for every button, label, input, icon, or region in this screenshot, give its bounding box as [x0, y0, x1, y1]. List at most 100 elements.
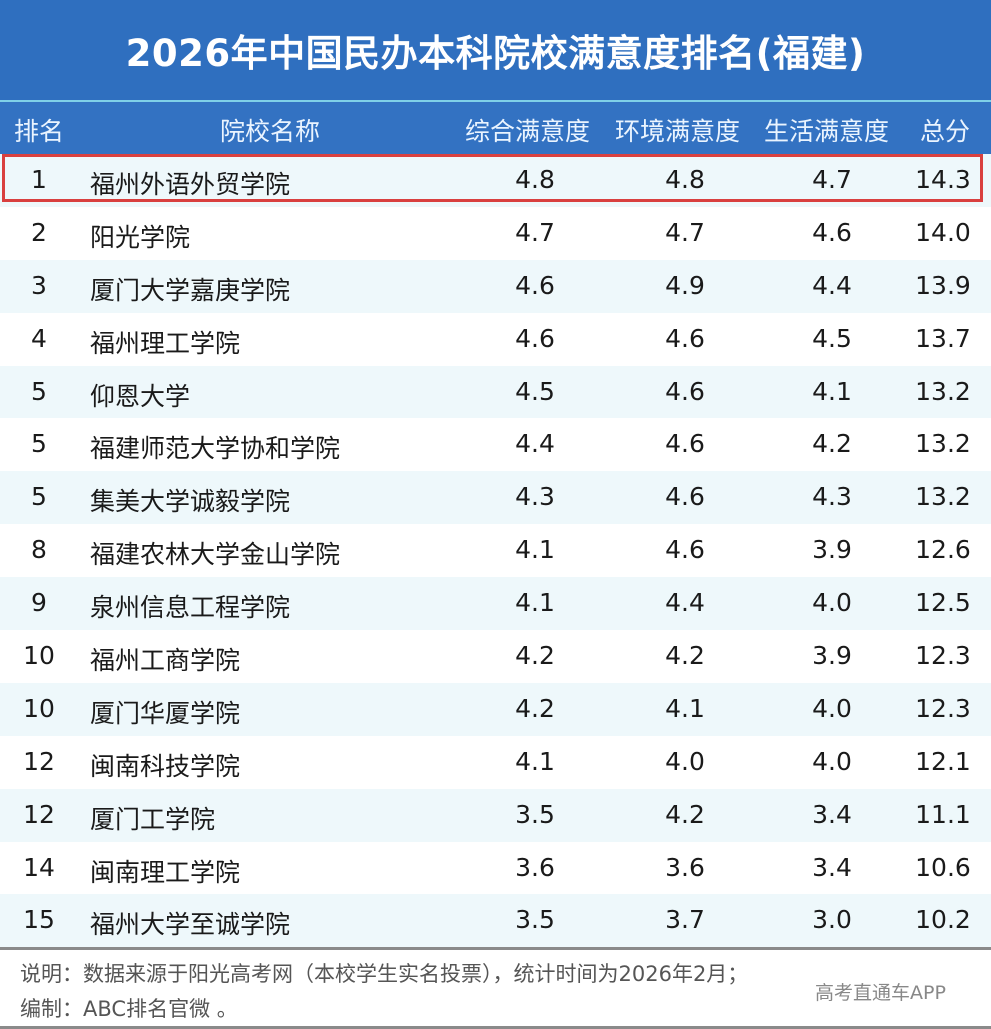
cell-name: 厦门华厦学院 [90, 698, 241, 728]
table-row: 5 集美大学诚毅学院 4.3 4.6 4.3 13.2 [0, 471, 991, 525]
cell-name: 福州理工学院 [90, 328, 241, 358]
header-environment: 环境满意度 [615, 117, 741, 146]
cell-life: 4.0 [812, 746, 852, 776]
cell-life: 3.4 [812, 852, 852, 882]
cell-rank: 5 [31, 376, 47, 406]
cell-rank: 4 [31, 323, 47, 353]
cell-environment: 4.9 [665, 270, 705, 300]
cell-environment: 4.6 [665, 429, 705, 459]
cell-life: 4.3 [812, 482, 852, 512]
cell-life: 3.4 [812, 799, 852, 829]
cell-rank: 2 [31, 217, 47, 247]
cell-total: 13.2 [915, 376, 971, 406]
table-row: 12 闽南科技学院 4.1 4.0 4.0 12.1 [0, 735, 991, 789]
cell-overall: 4.7 [515, 217, 555, 247]
cell-total: 12.3 [915, 693, 971, 723]
cell-life: 4.1 [812, 376, 852, 406]
table-row: 8 福建农林大学金山学院 4.1 4.6 3.9 12.6 [0, 524, 991, 578]
cell-name: 福建师范大学协和学院 [90, 434, 341, 464]
cell-life: 4.0 [812, 693, 852, 723]
cell-overall: 4.6 [515, 323, 555, 353]
cell-name: 集美大学诚毅学院 [90, 487, 291, 517]
header-total: 总分 [920, 117, 971, 146]
cell-life: 4.7 [812, 165, 852, 194]
cell-rank: 10 [23, 693, 55, 723]
table-row: 10 福州工商学院 4.2 4.2 3.9 12.3 [0, 630, 991, 683]
cell-rank: 9 [31, 588, 47, 618]
footer-note: 说明：数据来源于阳光高考网（本校学生实名投票），统计时间为2026年2月； [20, 962, 749, 986]
cell-total: 13.2 [915, 429, 971, 459]
table-row: 5 仰恩大学 4.5 4.6 4.1 13.2 [0, 365, 991, 419]
cell-total: 14.0 [915, 217, 971, 247]
cell-overall: 4.2 [515, 693, 555, 723]
cell-rank: 15 [23, 905, 55, 935]
footer-divider [0, 947, 991, 950]
cell-overall: 3.5 [515, 905, 555, 935]
table-row: 4 福州理工学院 4.6 4.6 4.5 13.7 [0, 312, 991, 366]
cell-life: 3.9 [812, 641, 852, 671]
cell-environment: 4.6 [665, 535, 705, 565]
cell-environment: 4.8 [665, 165, 705, 194]
cell-name: 闽南科技学院 [90, 751, 241, 781]
title-divider [0, 100, 991, 102]
cell-overall: 4.1 [515, 746, 555, 776]
header-life: 生活满意度 [764, 117, 890, 146]
cell-overall: 3.5 [515, 799, 555, 829]
cell-name: 福州外语外贸学院 [90, 170, 291, 199]
cell-environment: 3.6 [665, 852, 705, 882]
cell-total: 12.6 [915, 535, 971, 565]
footer-bottom-divider [0, 1026, 991, 1029]
cell-rank: 3 [31, 270, 47, 300]
cell-overall: 4.1 [515, 535, 555, 565]
cell-overall: 4.6 [515, 270, 555, 300]
cell-name: 福州大学至诚学院 [90, 910, 291, 940]
cell-rank: 12 [23, 799, 55, 829]
cell-total: 13.2 [915, 482, 971, 512]
header-rank: 排名 [14, 117, 65, 146]
cell-name: 厦门工学院 [90, 804, 216, 834]
footer-author: 编制：ABC排名官微 。 [20, 997, 238, 1021]
cell-rank: 5 [31, 429, 47, 459]
cell-life: 3.0 [812, 905, 852, 935]
cell-environment: 4.6 [665, 376, 705, 406]
table-row: 1 福州外语外贸学院 4.8 4.8 4.7 14.3 [0, 154, 991, 207]
table-body: 1 福州外语外贸学院 4.8 4.8 4.7 14.3 2 阳光学院 4.7 4.7 4.6 14.0… [0, 154, 991, 948]
cell-name: 厦门大学嘉庚学院 [90, 275, 291, 305]
cell-environment: 4.6 [665, 323, 705, 353]
cell-total: 12.1 [915, 746, 971, 776]
table-row: 9 泉州信息工程学院 4.1 4.4 4.0 12.5 [0, 577, 991, 631]
cell-total: 12.5 [915, 588, 971, 618]
table-row: 15 福州大学至诚学院 3.5 3.7 3.0 10.2 [0, 894, 991, 948]
cell-name: 福建农林大学金山学院 [90, 540, 341, 570]
cell-environment: 4.2 [665, 641, 705, 671]
cell-total: 14.3 [915, 165, 971, 194]
cell-life: 4.5 [812, 323, 852, 353]
footer: 说明：数据来源于阳光高考网（本校学生实名投票），统计时间为2026年2月； 编制… [0, 950, 991, 1026]
cell-overall: 4.3 [515, 482, 555, 512]
cell-name: 闽南理工学院 [90, 857, 241, 887]
cell-environment: 4.4 [665, 588, 705, 618]
cell-name: 泉州信息工程学院 [90, 593, 291, 623]
cell-rank: 8 [31, 535, 47, 565]
cell-overall: 3.6 [515, 852, 555, 882]
cell-environment: 4.1 [665, 693, 705, 723]
cell-environment: 4.6 [665, 482, 705, 512]
table-title: 2026年中国民办本科院校满意度排名(福建) [0, 0, 991, 100]
cell-rank: 10 [23, 641, 55, 671]
cell-life: 4.0 [812, 588, 852, 618]
cell-overall: 4.2 [515, 641, 555, 671]
cell-rank: 5 [31, 482, 47, 512]
table-row: 2 阳光学院 4.7 4.7 4.6 14.0 [0, 206, 991, 260]
cell-environment: 4.2 [665, 799, 705, 829]
cell-overall: 4.8 [515, 165, 555, 194]
table-row: 3 厦门大学嘉庚学院 4.6 4.9 4.4 13.9 [0, 259, 991, 313]
cell-name: 阳光学院 [90, 222, 191, 252]
cell-environment: 4.7 [665, 217, 705, 247]
cell-environment: 4.0 [665, 746, 705, 776]
cell-total: 10.6 [915, 852, 971, 882]
cell-rank: 1 [31, 165, 47, 194]
table-header: 排名 院校名称 综合满意度 环境满意度 生活满意度 总分 [0, 102, 991, 154]
header-name: 院校名称 [220, 117, 321, 146]
cell-rank: 12 [23, 746, 55, 776]
cell-environment: 3.7 [665, 905, 705, 935]
